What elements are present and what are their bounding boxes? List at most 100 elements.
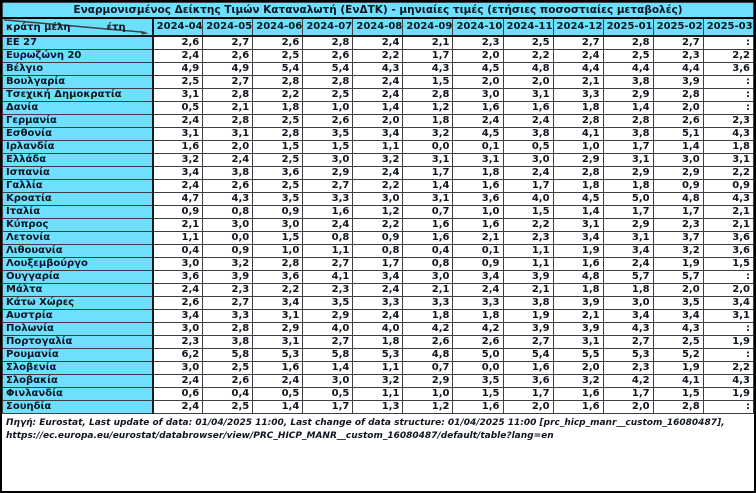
value-cell[interactable]: 3,0 [402,269,454,284]
value-cell[interactable]: 1,8 [552,282,604,297]
month-header-2024-04[interactable]: 2024-04 [152,17,204,37]
value-cell[interactable]: 2,8 [202,321,254,336]
value-cell[interactable]: 0,6 [152,386,204,401]
value-cell[interactable]: 1,7 [502,386,554,401]
value-cell[interactable]: 1,9 [552,243,604,258]
country-name-cell[interactable]: Πολωνία [2,321,154,336]
value-cell[interactable]: 2,8 [202,87,254,102]
value-cell[interactable]: 2,3 [202,282,254,297]
value-cell[interactable]: 0,0 [452,360,504,375]
value-cell[interactable]: 2,4 [152,178,204,193]
value-cell[interactable]: 2,7 [302,334,354,349]
country-name-cell[interactable]: Αυστρία [2,308,154,323]
value-cell[interactable]: 4,8 [502,61,554,76]
value-cell[interactable]: 0,7 [402,360,454,375]
value-cell[interactable]: 2,9 [302,308,354,323]
value-cell[interactable]: 0,1 [452,243,504,258]
value-cell[interactable]: 1,4 [552,204,604,219]
value-cell[interactable]: 0,9 [152,204,204,219]
country-name-cell[interactable]: Βουλγαρία [2,74,154,89]
value-cell[interactable]: 3,1 [152,87,204,102]
value-cell[interactable]: 1,5 [652,386,704,401]
value-cell[interactable]: 2,3 [702,113,754,128]
month-header-2024-06[interactable]: 2024-06 [252,17,304,37]
value-cell[interactable]: 0,9 [252,204,304,219]
value-cell[interactable]: 2,6 [302,48,354,63]
value-cell[interactable]: 3,9 [502,321,554,336]
value-cell[interactable]: 1,1 [502,243,554,258]
value-cell[interactable]: 1,7 [602,204,654,219]
value-cell[interactable]: 2,0 [502,399,554,414]
value-cell[interactable]: 3,2 [352,152,404,167]
country-name-cell[interactable]: Ευρωζώνη 20 [2,48,154,63]
value-cell[interactable]: 3,6 [502,373,554,388]
month-header-2025-01[interactable]: 2025-01 [602,17,654,37]
value-cell[interactable]: 2,1 [502,282,554,297]
value-cell[interactable]: 2,9 [302,165,354,180]
value-cell[interactable]: 2,4 [152,373,204,388]
value-cell[interactable]: 2,4 [352,74,404,89]
value-cell[interactable]: : [702,269,754,284]
value-cell[interactable]: 2,4 [202,152,254,167]
value-cell[interactable]: 2,4 [602,256,654,271]
value-cell[interactable]: 2,4 [152,282,204,297]
value-cell[interactable]: 2,1 [402,282,454,297]
value-cell[interactable]: 1,9 [702,386,754,401]
value-cell[interactable]: 0,8 [402,256,454,271]
value-cell[interactable]: 1,9 [502,308,554,323]
value-cell[interactable]: 3,2 [402,126,454,141]
value-cell[interactable]: : [702,74,754,89]
value-cell[interactable]: 1,0 [402,386,454,401]
value-cell[interactable]: 2,4 [352,35,404,50]
value-cell[interactable]: 3,5 [652,295,704,310]
value-cell[interactable]: 1,7 [402,165,454,180]
value-cell[interactable]: 2,7 [202,74,254,89]
value-cell[interactable]: 3,3 [302,191,354,206]
value-cell[interactable]: 3,9 [552,295,604,310]
value-cell[interactable]: 4,0 [352,321,404,336]
value-cell[interactable]: 2,2 [502,217,554,232]
value-cell[interactable]: 2,3 [502,230,554,245]
value-cell[interactable]: 2,4 [502,113,554,128]
value-cell[interactable]: 3,8 [202,334,254,349]
value-cell[interactable]: 3,2 [352,373,404,388]
value-cell[interactable]: 1,8 [552,100,604,115]
value-cell[interactable]: 3,8 [602,74,654,89]
value-cell[interactable]: 2,3 [602,360,654,375]
value-cell[interactable]: 2,8 [552,113,604,128]
country-name-cell[interactable]: Φινλανδία [2,386,154,401]
value-cell[interactable]: 1,8 [352,334,404,349]
value-cell[interactable]: 4,3 [652,321,704,336]
value-cell[interactable]: 0,9 [652,178,704,193]
value-cell[interactable]: 2,1 [552,74,604,89]
value-cell[interactable]: 2,5 [202,360,254,375]
value-cell[interactable]: 2,4 [452,113,504,128]
source-url[interactable]: https://ec.europa.eu/eurostat/databrowse… [6,431,554,442]
value-cell[interactable]: 3,9 [502,269,554,284]
corner-header-cell[interactable]: κράτη μέλη έτη [2,17,154,37]
value-cell[interactable]: 0,1 [452,139,504,154]
value-cell[interactable]: 3,4 [352,269,404,284]
value-cell[interactable]: 0,9 [452,256,504,271]
value-cell[interactable]: 2,4 [352,165,404,180]
value-cell[interactable]: 4,8 [552,269,604,284]
value-cell[interactable]: 2,3 [652,217,704,232]
value-cell[interactable]: 0,8 [352,243,404,258]
value-cell[interactable]: 5,8 [202,347,254,362]
value-cell[interactable]: 4,5 [452,61,504,76]
month-header-2024-05[interactable]: 2024-05 [202,17,254,37]
value-cell[interactable]: 1,8 [452,165,504,180]
value-cell[interactable]: 1,6 [452,217,504,232]
value-cell[interactable]: 1,5 [702,256,754,271]
value-cell[interactable]: 3,2 [552,373,604,388]
value-cell[interactable]: 2,7 [302,178,354,193]
value-cell[interactable]: 3,8 [502,126,554,141]
value-cell[interactable]: 0,9 [202,243,254,258]
value-cell[interactable]: 3,9 [202,269,254,284]
country-name-cell[interactable]: Λιθουανία [2,243,154,258]
value-cell[interactable]: 3,6 [702,243,754,258]
value-cell[interactable]: 0,0 [202,230,254,245]
value-cell[interactable]: 2,2 [702,360,754,375]
value-cell[interactable]: 5,8 [302,347,354,362]
value-cell[interactable]: 3,0 [652,152,704,167]
